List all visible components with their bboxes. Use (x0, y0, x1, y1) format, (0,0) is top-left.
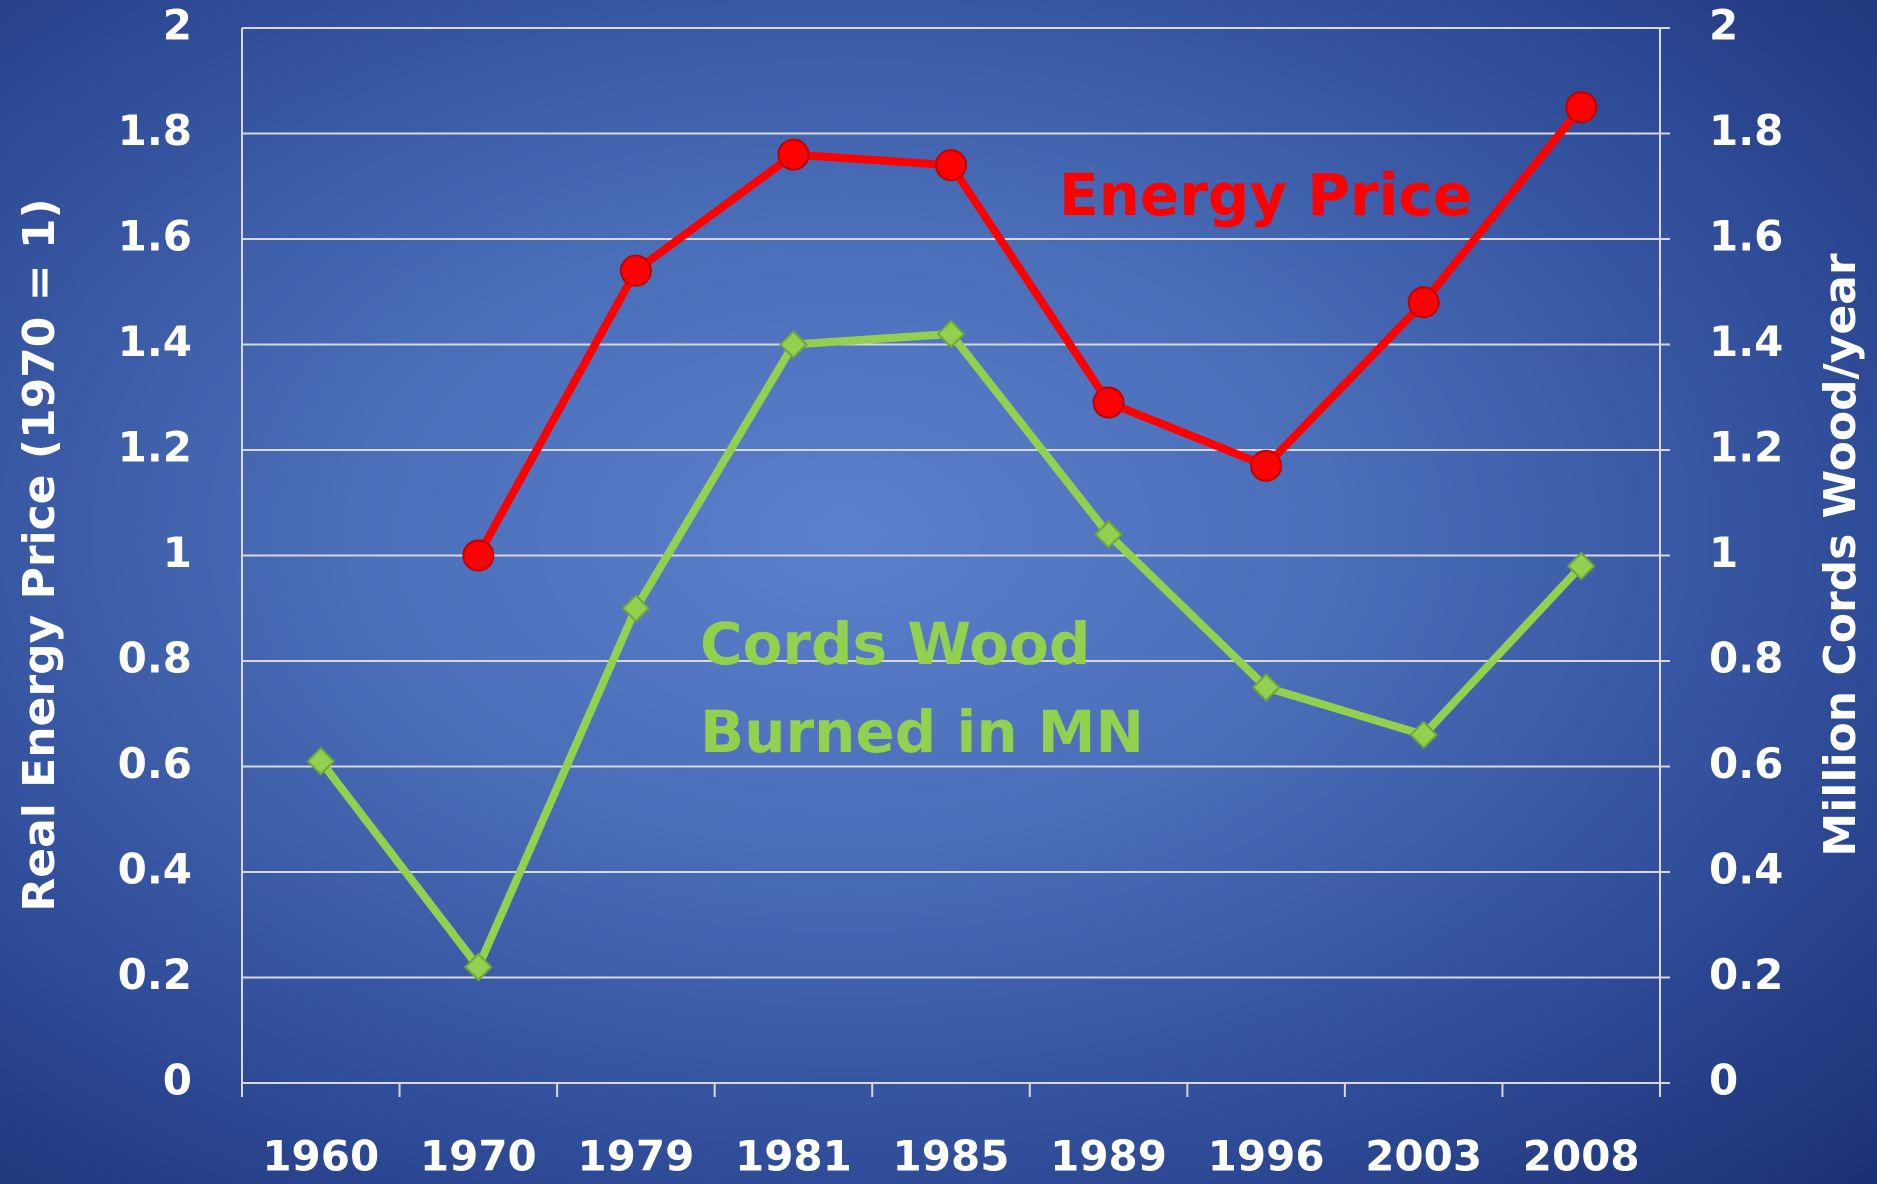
point-marker (1407, 286, 1440, 319)
point-marker (1566, 551, 1596, 581)
point-marker (1251, 672, 1281, 702)
y2-tick-label: 1.2 (1709, 423, 1783, 472)
y-axis-label: Real Energy Price (1970 = 1) (14, 198, 65, 911)
series-line (474, 104, 1585, 558)
point-marker (621, 593, 651, 623)
y2-tick-label: 2 (1709, 1, 1738, 50)
x-tick-label: 1981 (735, 1132, 852, 1181)
x-tick-label: 1989 (1050, 1132, 1167, 1181)
x-tick-label: 1970 (420, 1132, 537, 1181)
y-tick-label: 1.8 (118, 106, 192, 155)
point-marker (462, 539, 495, 572)
point-marker (1094, 519, 1123, 549)
y2-tick-label: 1.6 (1709, 212, 1783, 261)
y2-tick-label: 0 (1709, 1056, 1738, 1105)
y2-tick-label: 0.6 (1709, 739, 1783, 788)
point-marker (1092, 386, 1125, 419)
series-label: Energy Price (1059, 161, 1473, 229)
y-tick-label: 1.6 (118, 212, 192, 261)
x-tick-label: 1960 (262, 1132, 379, 1181)
x-tick-label: 2008 (1523, 1132, 1640, 1181)
point-marker (1250, 449, 1283, 482)
point-marker (779, 330, 808, 359)
series-label: Cords Wood Burned in MN (700, 610, 1145, 766)
y-tick-label: 0.4 (118, 845, 192, 894)
y2-tick-label: 0.8 (1709, 634, 1783, 683)
x-tick-label: 1985 (893, 1132, 1010, 1181)
point-marker (463, 952, 493, 982)
y-tick-label: 1.2 (118, 423, 192, 472)
point-marker (306, 746, 336, 776)
y2-tick-label: 0.2 (1709, 950, 1783, 999)
point-marker (936, 319, 966, 349)
point-marker (1565, 91, 1598, 124)
y2-tick-label: 1.4 (1709, 317, 1783, 366)
x-tick-label: 2003 (1365, 1132, 1482, 1181)
point-marker (935, 149, 967, 182)
y-tick-label: 0.8 (118, 634, 192, 683)
y2-tick-label: 1.8 (1709, 106, 1783, 155)
y-tick-label: 1.4 (118, 317, 192, 366)
y2-tick-label: 1 (1709, 528, 1738, 577)
y-tick-label: 0 (163, 1056, 192, 1105)
x-tick-label: 1996 (1208, 1132, 1325, 1181)
point-marker (619, 254, 652, 287)
point-marker (777, 138, 810, 171)
x-tick-label: 1979 (577, 1132, 694, 1181)
point-marker (1409, 720, 1439, 750)
y-tick-label: 0.6 (118, 739, 192, 788)
y-tick-label: 1 (163, 528, 192, 577)
y2-tick-label: 0.4 (1709, 845, 1783, 894)
y-tick-label: 2 (163, 1, 192, 50)
y-tick-label: 0.2 (118, 950, 192, 999)
y2-axis-label: Million Cords Wood/year (1815, 253, 1866, 856)
